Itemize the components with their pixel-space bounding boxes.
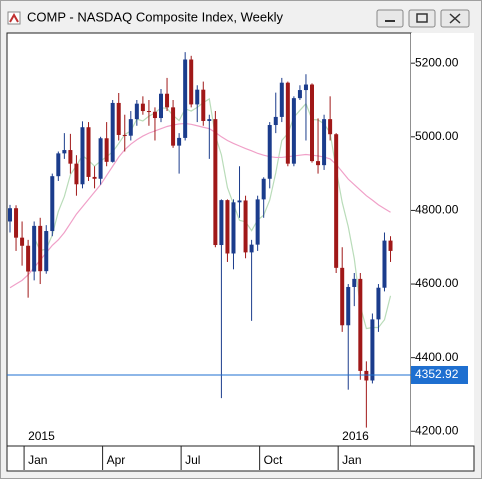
candle-body bbox=[237, 200, 242, 203]
price-label-box bbox=[411, 365, 468, 384]
x-axis-area bbox=[6, 445, 475, 472]
close-glyph bbox=[449, 13, 461, 24]
candle-body bbox=[44, 231, 49, 272]
candle-body bbox=[225, 200, 230, 254]
candle-body bbox=[38, 225, 43, 272]
candle-body bbox=[165, 93, 170, 108]
candle-body bbox=[159, 93, 163, 119]
candle-body bbox=[140, 103, 145, 112]
x-tick-label: Apr bbox=[107, 453, 126, 467]
moving-average bbox=[33, 97, 392, 330]
y-tick-label: 4200.00 bbox=[415, 423, 459, 437]
candle-body bbox=[62, 150, 67, 154]
y-tick-label: 5200.00 bbox=[415, 55, 459, 69]
candle-body bbox=[285, 82, 290, 164]
candle-body bbox=[352, 278, 357, 287]
candle-body bbox=[128, 119, 133, 136]
candle-body bbox=[213, 119, 218, 246]
y-tick-label: 4600.00 bbox=[415, 276, 459, 290]
year-label: 2016 bbox=[342, 429, 369, 443]
candle-body bbox=[189, 59, 194, 105]
candle-body bbox=[80, 127, 85, 185]
candle-body bbox=[291, 98, 296, 164]
candle-body bbox=[110, 102, 115, 162]
x-tick-label: Jul bbox=[185, 453, 200, 467]
restore-button[interactable] bbox=[408, 9, 436, 28]
candle-body bbox=[20, 237, 25, 246]
candle-body bbox=[50, 176, 55, 232]
candle-body bbox=[316, 161, 321, 166]
x-tick-label: Oct bbox=[264, 453, 283, 467]
candle-body bbox=[364, 370, 369, 381]
candle-body bbox=[146, 111, 151, 113]
candle-body bbox=[334, 134, 339, 268]
candle-body bbox=[303, 84, 308, 91]
window-title: COMP - NASDAQ Composite Index, Weekly bbox=[27, 9, 283, 24]
candle-body bbox=[195, 89, 200, 105]
candle-body bbox=[255, 199, 260, 245]
candle-body bbox=[243, 200, 248, 253]
y-tick-label: 5000.00 bbox=[415, 129, 459, 143]
candle-body bbox=[388, 240, 393, 251]
moving-average bbox=[9, 122, 391, 289]
candle-body bbox=[201, 89, 206, 121]
candle-body bbox=[92, 176, 97, 179]
candle-body bbox=[382, 240, 387, 288]
candle-body bbox=[56, 153, 61, 177]
candle-body bbox=[376, 287, 381, 320]
x-tick-label: Jan bbox=[28, 453, 47, 467]
candle-body bbox=[231, 202, 236, 254]
price-label: 4352.92 bbox=[415, 367, 459, 381]
candle-body bbox=[104, 138, 109, 162]
candle-body bbox=[328, 119, 333, 135]
candle-body bbox=[322, 119, 327, 166]
candle-body bbox=[219, 200, 224, 246]
candle-body bbox=[279, 82, 284, 117]
candle-body bbox=[32, 225, 37, 272]
candle-body bbox=[177, 137, 182, 146]
candle-body bbox=[310, 84, 314, 162]
year-label: 2015 bbox=[28, 429, 55, 443]
candle-body bbox=[8, 208, 12, 222]
candle-body bbox=[26, 245, 31, 272]
x-tick-label: Jan bbox=[342, 453, 361, 467]
restore-glyph bbox=[416, 13, 428, 23]
candle-body bbox=[297, 90, 302, 99]
candle-body bbox=[116, 102, 121, 135]
candle-body bbox=[267, 125, 272, 179]
candle-body bbox=[261, 178, 266, 200]
candle-body bbox=[122, 134, 127, 136]
candle-body bbox=[86, 127, 91, 177]
candle-body bbox=[249, 244, 254, 253]
candle-body bbox=[74, 163, 79, 185]
candle-body bbox=[273, 116, 278, 126]
candle-body bbox=[171, 107, 176, 146]
candle-body bbox=[370, 319, 375, 381]
minimize-button[interactable] bbox=[376, 9, 404, 28]
y-tick-label: 4400.00 bbox=[415, 350, 459, 364]
candle-body bbox=[152, 111, 157, 119]
y-tick-label: 4800.00 bbox=[415, 203, 459, 217]
candle-body bbox=[358, 278, 363, 371]
candle-body bbox=[98, 138, 103, 179]
candle-body bbox=[183, 59, 188, 138]
window-controls bbox=[376, 9, 470, 28]
plot-area bbox=[6, 32, 412, 447]
candle-body bbox=[207, 119, 212, 121]
window-icon-glyph bbox=[9, 12, 19, 23]
candle-body bbox=[346, 286, 351, 326]
y-axis-area bbox=[411, 33, 474, 446]
candle-body bbox=[134, 103, 139, 120]
candle-body bbox=[68, 150, 73, 164]
candle-body bbox=[14, 208, 19, 238]
candle-body bbox=[340, 267, 345, 326]
